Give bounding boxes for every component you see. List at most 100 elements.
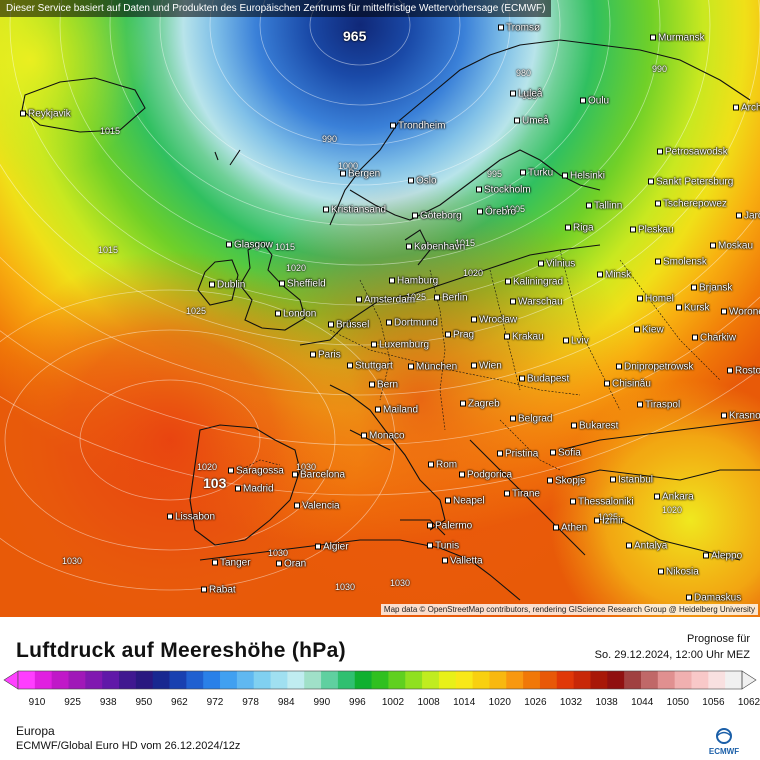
city-label: Bergen	[340, 169, 380, 180]
scale-swatch	[85, 671, 103, 689]
city-label: Barcelona	[292, 470, 345, 481]
city-label: Tiraspol	[637, 400, 680, 411]
scale-swatch	[388, 671, 406, 689]
city-label: Amsterdam	[356, 295, 415, 306]
city-label: Warschau	[510, 297, 563, 308]
scale-swatch	[725, 671, 743, 689]
city-label: London	[275, 309, 316, 320]
region-label: Europa	[16, 724, 55, 738]
pressure-field-se	[0, 0, 760, 617]
city-label: Monaco	[361, 431, 405, 442]
scale-swatch	[51, 671, 69, 689]
scale-swatch	[354, 671, 372, 689]
isobar-label: 1015	[98, 245, 119, 255]
city-label: Helsinki	[562, 171, 605, 182]
scale-swatch	[253, 671, 271, 689]
city-label: Wrocław	[471, 315, 517, 326]
city-label: Valletta	[442, 556, 483, 567]
city-label: Kursk	[676, 303, 710, 314]
disclaimer: Dieser Service basiert auf Daten und Pro…	[0, 0, 552, 17]
city-label: Belgrad	[510, 414, 552, 425]
isobar-label: 1020	[662, 505, 683, 515]
isobar-label: 1020	[197, 462, 218, 472]
city-label: München	[408, 362, 457, 373]
coastlines	[21, 39, 760, 601]
pressure-map[interactable]: 965 1015 1015 1015 1015 1020 1020 990 985 980 990 9…	[0, 0, 760, 617]
city-label: Bern	[369, 380, 398, 391]
isobar-label: 1030	[62, 556, 83, 566]
city-label: Jaros	[736, 211, 760, 222]
map-title: Luftdruck auf Meereshöhe (hPa)	[16, 639, 346, 662]
scale-swatch	[203, 671, 221, 689]
scale-tick-label: 962	[171, 697, 188, 708]
city-label: Zagreb	[460, 399, 500, 410]
isobar-label: 1015	[100, 126, 121, 136]
scale-swatch	[573, 671, 591, 689]
city-label: Algier	[315, 542, 349, 553]
scale-tick-label: 925	[64, 697, 81, 708]
city-label: Nikosia	[658, 567, 699, 578]
scale-swatch	[186, 671, 204, 689]
scale-tick-label: 950	[135, 697, 153, 708]
city-label: Murmansk	[650, 33, 705, 44]
forecast-date: So. 29.12.2024, 12:00 Uhr MEZ	[594, 649, 750, 661]
scale-swatch	[135, 671, 154, 689]
city-label: Kiew	[634, 325, 664, 336]
isobar-label: 103	[203, 475, 227, 491]
map-canvas	[0, 0, 760, 617]
city-label: Sankt Petersburg	[648, 177, 733, 188]
isobar-label: 1030	[296, 462, 317, 472]
ecmwf-logo[interactable]: ECMWF	[706, 727, 742, 757]
scale-swatch	[708, 671, 726, 689]
isobar-label: 1020	[463, 268, 484, 278]
scale-tick-label: 972	[206, 697, 224, 708]
isobar-label: 1020	[286, 263, 307, 273]
city-label: Neapel	[445, 496, 485, 507]
city-label: Chisinău	[604, 379, 651, 390]
city-label: Dortmund	[386, 318, 438, 329]
scale-swatch	[270, 671, 288, 689]
city-label: Thessaloniki	[570, 497, 634, 508]
city-label: Petrosawodsk	[657, 147, 728, 158]
city-label: Stockholm	[476, 185, 531, 196]
scale-swatch	[18, 671, 36, 689]
city-label: Antalya	[626, 541, 667, 552]
scale-swatch	[371, 671, 389, 689]
city-label: Turku	[520, 168, 553, 179]
city-label: Damaskus	[686, 593, 741, 604]
city-label: Rabat	[201, 585, 236, 596]
scale-swatch	[169, 671, 187, 689]
city-label: Dublin	[209, 280, 245, 291]
city-label: Brüssel	[328, 320, 369, 331]
scale-swatch	[405, 671, 423, 689]
scale-tick-label: 1026	[524, 697, 547, 708]
scale-swatch	[691, 671, 709, 689]
city-label: Oslo	[408, 176, 437, 187]
isobar-label: 990	[652, 64, 668, 74]
map-attribution[interactable]: Map data © OpenStreetMap contributors, r…	[380, 604, 758, 615]
city-label: Saragossa	[228, 466, 284, 477]
city-label: Sheffield	[279, 279, 326, 290]
city-label: Oran	[276, 559, 306, 570]
city-label: Skopje	[547, 476, 586, 487]
city-label: Valencia	[294, 501, 340, 512]
city-label: Athen	[553, 523, 587, 534]
footer-panel: Luftdruck auf Meereshöhe (hPa) Prognose …	[0, 617, 760, 760]
city-label: Trondheim	[390, 121, 445, 132]
isobar-label: 980	[516, 68, 532, 78]
scale-tick-label: 984	[277, 697, 295, 708]
isobar-label: 1030	[335, 582, 356, 592]
city-label: Palermo	[427, 521, 472, 532]
city-label: Riga	[565, 223, 594, 234]
scale-tick-label: 996	[349, 697, 366, 708]
isobar-label: 965	[343, 28, 367, 44]
scale-swatch	[556, 671, 575, 689]
city-label: Tscherepowez	[655, 199, 727, 210]
city-label: Kaliningrad	[505, 277, 563, 288]
scale-swatch	[438, 671, 457, 689]
city-label: Homel	[637, 294, 674, 305]
city-label: Podgorica	[459, 470, 512, 481]
scale-tick-label: 1008	[417, 697, 440, 708]
isobar-label: 990	[322, 134, 338, 144]
isobar-label: 1000	[338, 161, 359, 171]
